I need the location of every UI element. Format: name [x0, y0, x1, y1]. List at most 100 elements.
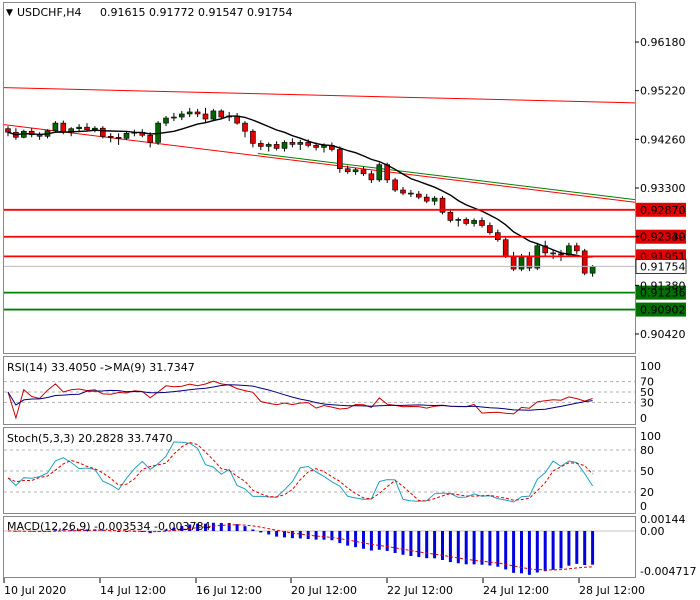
stoch-main-line — [7, 441, 594, 503]
candle-bull — [471, 220, 477, 224]
resistance-price-tag — [636, 202, 686, 217]
candle-bull — [76, 126, 82, 129]
candle-bear — [147, 134, 153, 143]
candle-bear — [257, 143, 264, 147]
candle-bear — [28, 130, 35, 136]
candle-bull — [566, 245, 572, 256]
time-axis-label: 22 Jul 12:00 — [387, 584, 453, 597]
candle-bear — [423, 196, 430, 202]
price-axis-label: 0.96180 — [640, 36, 686, 49]
candle-bull — [376, 164, 383, 181]
candle-bull — [171, 116, 177, 119]
green-trend-line — [257, 153, 636, 201]
time-axis-label: 16 Jul 12:00 — [196, 584, 262, 597]
time-axis-label: 28 Jul 12:00 — [579, 584, 645, 597]
rsi-axis-label: 0 — [640, 412, 647, 425]
candle-bear — [400, 189, 406, 194]
candle-bull — [179, 113, 185, 118]
candle-bear — [447, 212, 454, 221]
candle-bear — [5, 128, 11, 133]
time-axis-label: 20 Jul 12:00 — [291, 584, 357, 597]
stoch-label: Stoch(5,3,3) 20.2828 33.7470 — [7, 432, 173, 445]
candle-bear — [415, 193, 422, 198]
candle-bull — [123, 132, 130, 139]
chart-symbol: USDCHF,H4 — [17, 6, 82, 19]
price-axis-label: 0.91380 — [640, 279, 686, 292]
candle-bear — [218, 110, 225, 118]
candle-bear — [439, 197, 446, 213]
time-axis-label: 24 Jul 12:00 — [483, 584, 549, 597]
stoch-axis-label: 80 — [640, 444, 654, 457]
candle-bear — [384, 164, 391, 181]
candle-bull — [163, 117, 169, 124]
support-price-label: 0.91236 — [640, 287, 686, 300]
candle-bear — [289, 142, 296, 145]
rsi-ma-line — [7, 384, 593, 411]
support-price-tag — [636, 285, 686, 300]
resistance-price-label: 0.92339 — [640, 231, 686, 244]
candle-bull — [352, 169, 359, 173]
rsi-line — [7, 380, 593, 420]
candle-bear — [107, 135, 114, 138]
candle-bear — [573, 245, 580, 252]
rsi-axis-label: 70 — [640, 376, 654, 389]
stoch-axis-label: 100 — [640, 430, 661, 443]
time-axis-label: 14 Jul 12:00 — [100, 584, 166, 597]
candle-bear — [100, 127, 106, 137]
macd-axis-label: 0.00144 — [640, 513, 686, 526]
rsi-axis-label: 30 — [640, 396, 654, 409]
price-axis-label: 0.94260 — [640, 133, 686, 146]
candle-bear — [510, 255, 517, 270]
support-price-label: 0.90902 — [640, 304, 686, 317]
current-price-label: 0.91754 — [640, 260, 686, 273]
candle-bear — [502, 239, 509, 257]
price-axis-label: 0.90420 — [640, 328, 686, 341]
stoch-axis-label: 0 — [640, 500, 647, 513]
macd-axis-label: 0.00 — [640, 525, 665, 538]
candle-bear — [487, 225, 493, 233]
candle-bear — [313, 145, 319, 148]
candle-bull — [52, 122, 59, 132]
rsi-axis-label: 50 — [640, 386, 654, 399]
candle-bear — [115, 137, 122, 139]
support-price-tag — [636, 302, 686, 317]
candle-bear — [305, 142, 312, 146]
candle-bear — [550, 252, 556, 255]
resistance-price-tag — [636, 229, 686, 244]
current-price-tag — [635, 258, 687, 274]
candle-bear — [336, 149, 343, 170]
candle-bear — [408, 192, 414, 195]
price-axis-label: 0.92340 — [640, 231, 686, 244]
rsi-label: RSI(14) 33.4050 ->MA(9) 31.7347 — [7, 361, 195, 374]
candle-bear — [558, 253, 564, 256]
macd-axis-label: -0.004717 — [640, 565, 696, 578]
candle-bear — [60, 122, 67, 133]
candle-bear — [344, 168, 351, 173]
candle-bear — [242, 122, 248, 132]
main-panel[interactable] — [3, 2, 636, 354]
candle-bear — [542, 245, 549, 254]
price-axis-label: 0.95220 — [640, 85, 686, 98]
candle-bull — [518, 255, 525, 270]
price-axis-label: 0.93300 — [640, 182, 686, 195]
candle-bull — [455, 219, 462, 221]
candle-bear — [250, 130, 256, 144]
candle-bear — [360, 169, 367, 175]
candle-bear — [463, 219, 470, 224]
candle-bull — [210, 110, 217, 120]
candle-bear — [84, 126, 90, 131]
moving-average-line — [7, 115, 593, 258]
time-axis-label: 10 Jul 2020 — [4, 584, 66, 597]
stoch-axis-label: 50 — [640, 465, 654, 478]
stoch-signal-line — [7, 441, 593, 502]
symbol-dropdown-arrow[interactable]: ▼ — [6, 8, 13, 18]
candle-bear — [479, 220, 485, 226]
candle-bull — [431, 197, 438, 202]
candle-bear — [368, 173, 375, 181]
candle-bull — [186, 111, 193, 115]
candle-bear — [392, 179, 398, 191]
candle-bull — [297, 142, 304, 145]
macd-label: MACD(12,26,9) -0.003534 -0.003784 — [7, 520, 210, 533]
candle-bull — [265, 144, 272, 147]
